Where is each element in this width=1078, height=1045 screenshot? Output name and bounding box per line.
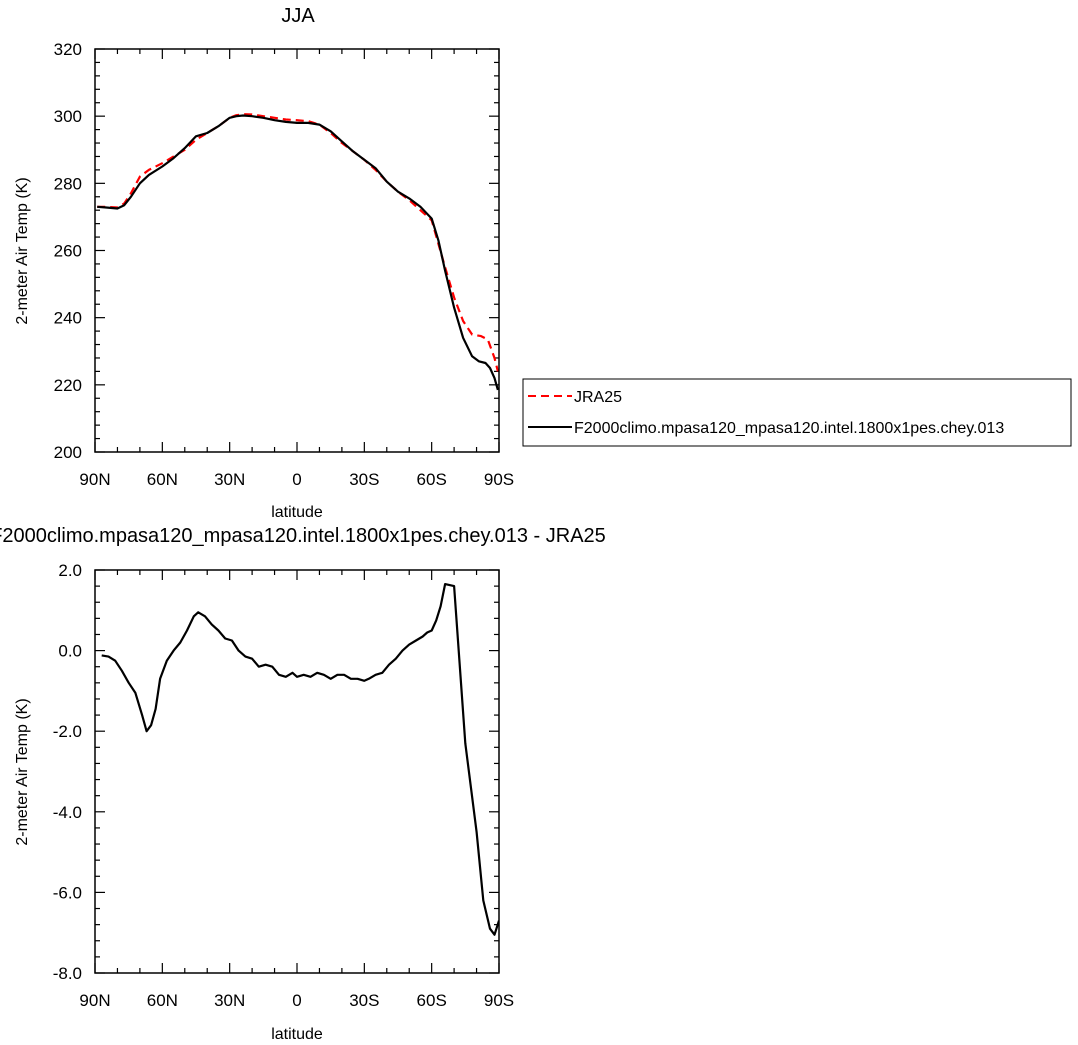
panel-top-frame [94,48,500,453]
y-tick-label: -6.0 [53,883,82,902]
y-tick-label: 320 [54,40,82,59]
x-tick-label: 90N [79,991,110,1010]
x-tick-label: 30N [214,991,245,1010]
y-tick-label: 300 [54,107,82,126]
panel-top-ylabel: 2-meter Air Temp (K) [14,177,31,324]
x-tick-label: 30S [349,470,379,489]
panel-bottom-frame [94,569,500,974]
y-tick-label: 240 [54,309,82,328]
x-tick-label: 60S [417,470,447,489]
x-tick-label: 30N [214,470,245,489]
x-tick-label: 90N [79,470,110,489]
y-tick-label: 280 [54,174,82,193]
panel-bottom-title: F2000climo.mpasa120_mpasa120.intel.1800x… [0,525,606,547]
y-tick-label: -2.0 [53,722,82,741]
x-tick-label: 60N [147,470,178,489]
x-tick-label: 0 [292,991,301,1010]
x-tick-label: 90S [484,991,514,1010]
y-tick-label: -8.0 [53,964,82,983]
y-tick-label: 2.0 [58,561,82,580]
panel-top-title: JJA [281,5,315,27]
series-line-bottom-0 [101,582,499,936]
legend-label-jra25: JRA25 [574,389,622,406]
series-line-top-1 [97,114,499,391]
x-tick-label: 0 [292,470,301,489]
y-tick-label: 200 [54,443,82,462]
y-tick-label: 260 [54,242,82,261]
panel-top-xlabel: latitude [271,504,323,521]
panel-top-plot: 90N 60N 30N 0 30S 60S 90S 200 220 240 260 280 300 320 [54,40,515,489]
x-tick-label: 90S [484,470,514,489]
y-tick-label: 0.0 [58,642,82,661]
panel-bottom-ylabel: 2-meter Air Temp (K) [14,698,31,845]
legend: JRA25 F2000climo.mpasa120_mpasa120.intel… [522,378,1072,447]
panel-bottom: F2000climo.mpasa120_mpasa120.intel.1800x… [0,525,606,1043]
y-tick-label: -4.0 [53,803,82,822]
x-tick-label: 30S [349,991,379,1010]
legend-box [522,378,1072,447]
x-tick-label: 60S [417,991,447,1010]
legend-label-model: F2000climo.mpasa120_mpasa120.intel.1800x… [574,420,1004,437]
panel-bottom-plot: 90N 60N 30N 0 30S 60S 90S -8.0 -6.0 -4.0 -2.0 0.0 2.… [53,561,514,1010]
series-line-top-0 [97,113,499,372]
panel-top: JJA 90N 60N 30N 0 30S 60S 90S 200 220 240 260 280 30… [14,5,514,521]
panel-bottom-xlabel: latitude [271,1026,323,1043]
x-tick-label: 60N [147,991,178,1010]
y-tick-label: 220 [54,376,82,395]
